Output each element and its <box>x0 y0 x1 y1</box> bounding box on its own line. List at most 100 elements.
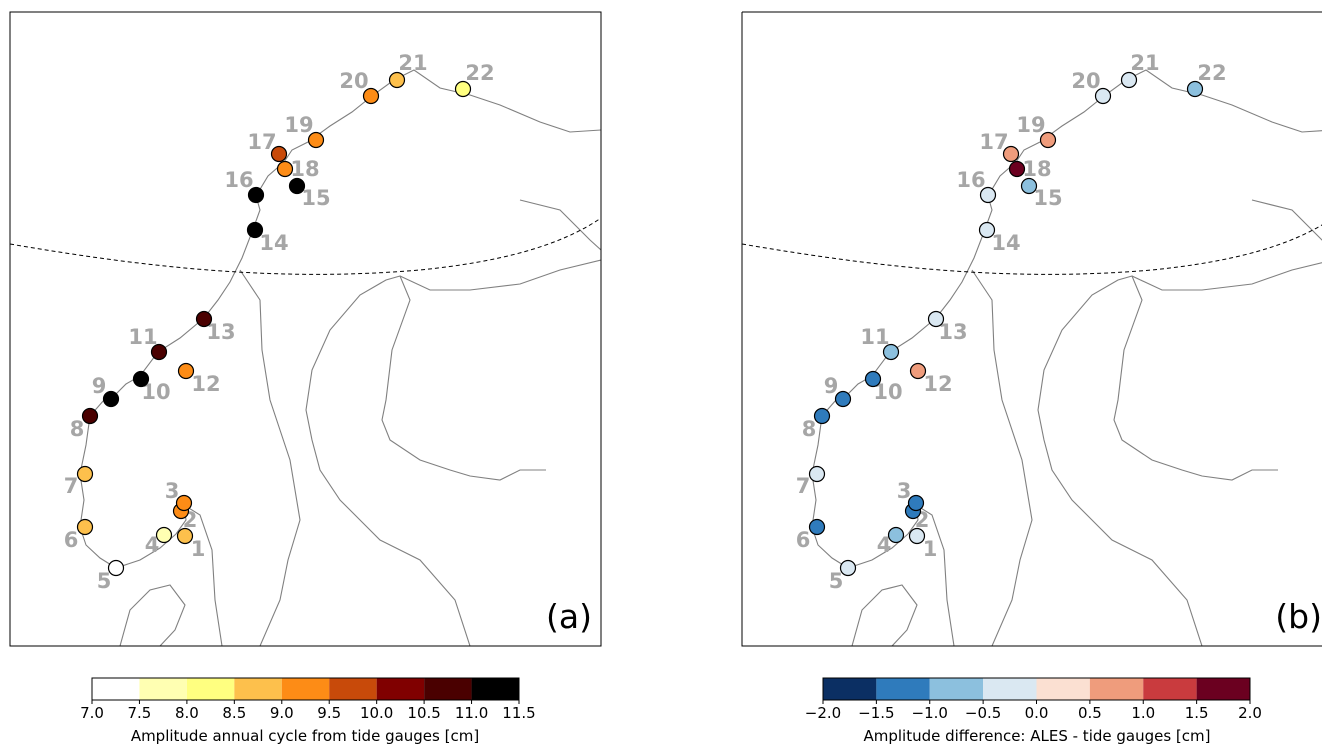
station-number-label: 17 <box>979 130 1008 154</box>
colorbar-label-b: Amplitude difference: ALES - tide gauges… <box>863 727 1210 745</box>
station-marker <box>813 407 831 425</box>
station-marker <box>1039 131 1057 149</box>
colorbar-swatch <box>234 678 282 700</box>
coastline-segment <box>239 269 301 646</box>
colorbar-tick-label: 10.0 <box>360 704 393 722</box>
station-number-label: 19 <box>1016 113 1045 137</box>
station-marker <box>909 362 927 380</box>
station-marker <box>107 559 125 577</box>
colorbar-tick-label: 2.0 <box>1238 704 1262 722</box>
colorbar-tick-label: 0.0 <box>1025 704 1049 722</box>
station-number-label: 17 <box>247 130 276 154</box>
station-number-label: 11 <box>860 325 889 349</box>
station-number-label: 13 <box>938 320 967 344</box>
station-number-label: 15 <box>301 186 330 210</box>
station-marker <box>307 131 325 149</box>
colorbar-tick-label: 1.0 <box>1131 704 1155 722</box>
station-number-label: 12 <box>191 372 220 396</box>
coastline-segment <box>1131 262 1322 291</box>
panel-label-a: (a) <box>546 597 592 636</box>
station-number-label: 9 <box>824 374 839 398</box>
station-marker <box>150 343 168 361</box>
station-marker <box>288 177 306 195</box>
station-marker <box>882 343 900 361</box>
colorbar-swatch <box>1143 678 1197 700</box>
colorbar-swatch <box>1036 678 1090 700</box>
station-number-label: 5 <box>829 569 844 593</box>
station-number-label: 3 <box>165 479 180 503</box>
station-marker <box>978 221 996 239</box>
station-marker <box>927 310 945 328</box>
station-marker <box>195 310 213 328</box>
colorbar-tick-label: 0.5 <box>1078 704 1102 722</box>
station-marker <box>839 559 857 577</box>
coastline-segment <box>519 199 601 251</box>
map-a-background <box>10 69 601 646</box>
station-marker <box>175 494 193 512</box>
station-number-label: 8 <box>802 417 817 441</box>
station-marker <box>834 390 852 408</box>
station-number-label: 22 <box>1197 61 1226 85</box>
colorbar-a: 7.0 7.5 8.0 8.5 9.0 9.5 10.0 10.5 11.0 11.5 <box>80 677 536 722</box>
station-number-label: 18 <box>1022 157 1051 181</box>
station-marker <box>177 362 195 380</box>
colorbar-swatch <box>281 678 330 700</box>
coastline-segment <box>119 584 186 646</box>
coastline-segment <box>1037 275 1278 646</box>
station-marker <box>1020 177 1038 195</box>
station-number-label: 16 <box>956 168 985 192</box>
station-number-label: 20 <box>1071 69 1100 93</box>
station-number-label: 22 <box>465 61 494 85</box>
station-number-label: 4 <box>877 533 892 557</box>
station-marker <box>247 186 265 204</box>
station-marker <box>1002 145 1020 163</box>
colorbar-tick-label: 1.5 <box>1185 704 1209 722</box>
colorbar-tick-label: −1.5 <box>858 704 894 722</box>
colorbar-tick-label: 8.5 <box>222 704 246 722</box>
station-number-label: 16 <box>224 168 253 192</box>
station-marker <box>1094 87 1112 105</box>
coastline-segment <box>79 69 601 569</box>
station-number-label: 13 <box>206 320 235 344</box>
coastline-segment <box>811 69 1322 569</box>
colorbar-tick-label: 11.5 <box>502 704 535 722</box>
station-marker <box>81 407 99 425</box>
station-marker <box>454 80 472 98</box>
station-marker <box>155 526 173 544</box>
colorbar-tick-label: 7.5 <box>128 704 152 722</box>
colorbar-tick-label: 11.0 <box>455 704 488 722</box>
colorbar-swatch <box>186 678 235 700</box>
map-frame-b <box>741 11 1322 647</box>
coastline-segment <box>183 504 223 646</box>
station-number-label: 7 <box>64 474 79 498</box>
colorbar-tick-label: 9.5 <box>317 704 341 722</box>
colorbar-swatch <box>471 678 519 700</box>
colorbar-swatch <box>983 678 1037 700</box>
panel-label-b: (b) <box>1275 597 1322 636</box>
coastline-segment <box>399 259 601 291</box>
colorbar-tick-label: −0.5 <box>965 704 1001 722</box>
station-marker <box>979 186 997 204</box>
station-number-label: 18 <box>290 157 319 181</box>
coastline-segment <box>1251 199 1322 241</box>
station-number-label: 21 <box>398 51 427 75</box>
station-marker <box>808 465 826 483</box>
station-number-label: 14 <box>259 231 288 255</box>
colorbar-swatch <box>876 678 930 700</box>
station-number-label: 12 <box>923 372 952 396</box>
station-marker <box>1008 160 1026 178</box>
colorbar-swatch <box>92 678 140 700</box>
station-number-label: 5 <box>97 569 112 593</box>
station-number-label: 6 <box>796 528 811 552</box>
station-number-label: 20 <box>339 69 368 93</box>
station-marker <box>102 390 120 408</box>
station-number-label: 3 <box>897 479 912 503</box>
station-number-label: 8 <box>70 417 85 441</box>
colorbar-frame <box>91 677 520 701</box>
station-number-label: 6 <box>64 528 79 552</box>
